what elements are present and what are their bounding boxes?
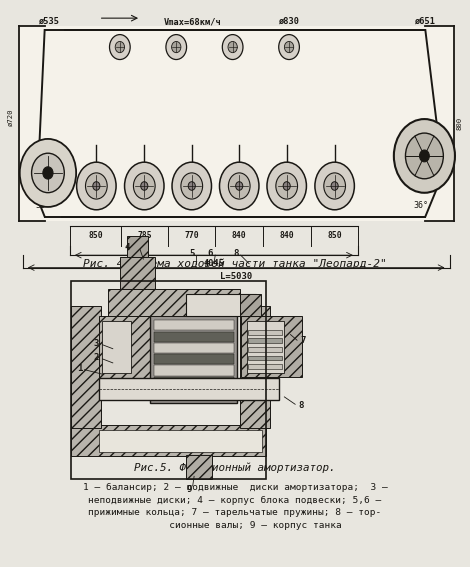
Circle shape	[324, 173, 345, 199]
Circle shape	[86, 173, 107, 199]
Circle shape	[228, 173, 250, 199]
Bar	[240, 306, 270, 428]
Bar	[248, 364, 282, 369]
Text: 31°: 31°	[36, 201, 51, 210]
Circle shape	[110, 35, 130, 60]
Circle shape	[219, 162, 259, 210]
Bar	[108, 289, 240, 316]
Bar	[99, 316, 186, 378]
Text: Рис.5. Фрикционный амортизатор.: Рис.5. Фрикционный амортизатор.	[134, 463, 336, 473]
Text: 7: 7	[300, 336, 306, 345]
Bar	[99, 430, 262, 452]
Text: 8: 8	[298, 401, 304, 410]
Circle shape	[141, 181, 148, 191]
Bar	[154, 343, 234, 353]
Circle shape	[188, 181, 196, 191]
Text: 785: 785	[137, 231, 152, 240]
Text: 4045: 4045	[204, 259, 224, 268]
Circle shape	[394, 119, 455, 193]
Text: Рис. 4. Схема ходовой части танка "Леопард-2": Рис. 4. Схема ходовой части танка "Леопа…	[83, 259, 387, 269]
Bar	[70, 281, 266, 479]
Bar	[70, 425, 266, 456]
Text: ø535: ø535	[39, 17, 60, 26]
Circle shape	[31, 153, 64, 193]
Circle shape	[181, 173, 203, 199]
Bar	[154, 365, 234, 375]
Circle shape	[284, 41, 294, 53]
Bar	[248, 330, 282, 335]
Text: 3: 3	[94, 338, 99, 348]
Text: ø651: ø651	[415, 17, 436, 26]
Text: прижимные кольца; 7 – тарельчатые пружины; 8 – тор-: прижимные кольца; 7 – тарельчатые пружин…	[88, 508, 382, 517]
Text: 6: 6	[208, 249, 213, 258]
Bar	[241, 316, 302, 377]
Text: неподвижные диски; 4 – корпус блока подвески; 5,6 –: неподвижные диски; 4 – корпус блока подв…	[88, 496, 382, 505]
Circle shape	[93, 181, 100, 191]
Text: 800: 800	[457, 117, 462, 130]
Text: 1: 1	[77, 364, 83, 373]
Bar	[19, 26, 454, 221]
Text: 1 – балансир; 2 – подвижные  диски амортизатора;  3 –: 1 – балансир; 2 – подвижные диски аморти…	[83, 483, 387, 492]
Circle shape	[172, 162, 212, 210]
Bar	[154, 354, 234, 364]
Text: ø830: ø830	[279, 17, 299, 26]
Text: L=5030: L=5030	[220, 272, 252, 281]
Bar	[150, 315, 237, 403]
Circle shape	[276, 173, 298, 199]
Text: 840: 840	[232, 231, 247, 240]
Bar	[154, 376, 234, 387]
Circle shape	[315, 162, 354, 210]
Bar	[154, 388, 234, 398]
Bar	[99, 378, 279, 400]
Text: 840: 840	[280, 231, 294, 240]
Bar	[154, 320, 234, 331]
Bar	[240, 294, 261, 316]
Text: 850: 850	[88, 231, 103, 240]
Circle shape	[235, 181, 243, 191]
Circle shape	[133, 173, 155, 199]
Circle shape	[43, 167, 53, 179]
Circle shape	[228, 41, 237, 53]
Text: 850: 850	[327, 231, 342, 240]
Circle shape	[406, 133, 443, 179]
Text: 8: 8	[233, 249, 239, 258]
Circle shape	[331, 181, 338, 191]
Circle shape	[222, 35, 243, 60]
Bar	[248, 338, 282, 343]
Text: 5: 5	[189, 249, 195, 258]
Circle shape	[125, 162, 164, 210]
Text: 770: 770	[184, 231, 199, 240]
Text: 2: 2	[94, 353, 99, 362]
Text: 36°: 36°	[414, 201, 429, 210]
Text: сионные валы; 9 – корпус танка: сионные валы; 9 – корпус танка	[129, 521, 341, 530]
Bar	[248, 347, 282, 352]
Circle shape	[172, 41, 181, 53]
Circle shape	[20, 139, 76, 207]
Bar	[102, 321, 131, 373]
Text: 4: 4	[124, 243, 130, 252]
Circle shape	[267, 162, 306, 210]
Bar	[248, 356, 282, 360]
Circle shape	[115, 41, 125, 53]
Bar	[120, 257, 155, 289]
Circle shape	[77, 162, 116, 210]
Circle shape	[420, 150, 429, 162]
Bar	[70, 306, 101, 428]
Bar	[186, 294, 256, 316]
Bar	[186, 455, 212, 479]
Text: Vmax=68км/ч: Vmax=68км/ч	[164, 17, 221, 26]
Text: 9: 9	[187, 485, 192, 494]
Bar	[154, 332, 234, 342]
Bar	[247, 321, 284, 373]
Text: ø720: ø720	[8, 109, 13, 126]
Circle shape	[279, 35, 299, 60]
Bar	[127, 236, 148, 257]
Circle shape	[166, 35, 187, 60]
Circle shape	[283, 181, 290, 191]
